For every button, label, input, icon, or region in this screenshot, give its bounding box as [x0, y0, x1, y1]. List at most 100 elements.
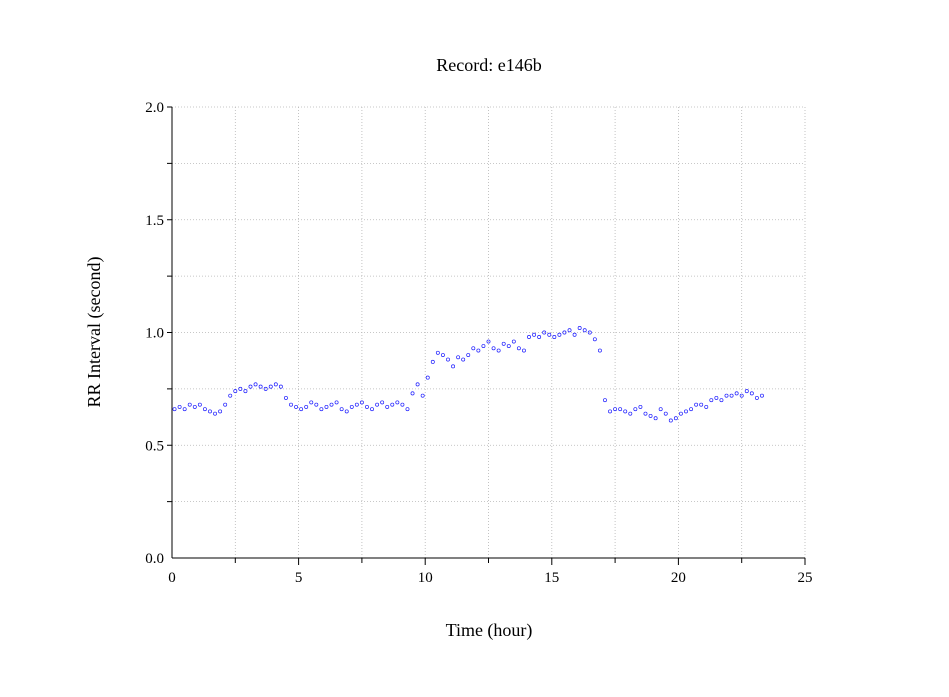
data-point [643, 411, 648, 416]
data-point [218, 409, 223, 414]
tick-labels: 0 5 10 15 20 25 0.0 0.5 1.0 1.5 2.0 [145, 100, 812, 586]
data-point [283, 395, 288, 400]
data-point [435, 350, 440, 355]
data-point [446, 357, 450, 362]
data-point [516, 346, 521, 351]
data-point [567, 328, 572, 333]
data-point [208, 409, 212, 414]
data-point [187, 402, 192, 407]
data-point [289, 402, 293, 407]
data-point [501, 341, 506, 346]
data-point [663, 411, 668, 416]
data-point [420, 393, 425, 398]
data-point [253, 382, 258, 387]
x-tick-label: 25 [798, 570, 813, 586]
data-point [263, 386, 268, 391]
data-point [623, 409, 628, 414]
y-tick-label: 1.0 [145, 326, 164, 342]
data-point [192, 404, 197, 409]
data-point [633, 407, 638, 412]
data-point [648, 413, 653, 418]
data-point [699, 402, 704, 407]
x-tick-label: 20 [671, 570, 686, 586]
data-point [354, 402, 359, 407]
data-point [456, 355, 461, 360]
y-tick-label: 0.0 [145, 551, 164, 567]
y-axis-label: RR Interval (second) [84, 257, 105, 408]
data-point [415, 382, 420, 387]
data-point [597, 348, 602, 353]
data-point [496, 348, 501, 353]
data-point [481, 344, 486, 348]
data-point [223, 402, 228, 407]
data-point [451, 364, 456, 369]
data-point [304, 404, 309, 409]
data-point [689, 407, 694, 412]
data-point [582, 328, 587, 333]
data-point [744, 389, 749, 394]
data-point [370, 407, 374, 412]
data-point [233, 389, 238, 394]
data-point [704, 404, 709, 409]
data-point [177, 404, 182, 409]
y-tick-label: 2.0 [145, 100, 164, 116]
data-point [440, 353, 445, 357]
data-point [577, 326, 582, 330]
data-point [521, 348, 526, 353]
data-point [213, 411, 217, 416]
data-point [613, 407, 618, 412]
data-point [202, 407, 207, 412]
data-point [294, 404, 299, 409]
data-point [608, 409, 612, 414]
x-tick-label: 15 [544, 570, 559, 586]
chart-title: Record: e146b [436, 55, 541, 75]
y-tick-label: 0.5 [145, 438, 164, 454]
data-point [238, 386, 243, 391]
data-point [390, 402, 395, 407]
data-point [694, 402, 699, 407]
data-point [653, 416, 658, 421]
data-point [658, 407, 663, 412]
data-point [476, 348, 481, 353]
data-point [668, 418, 673, 423]
data-point [334, 400, 339, 405]
x-axis-label: Time (hour) [446, 620, 533, 641]
data-point [430, 359, 435, 364]
data-point [542, 330, 547, 335]
data-point [410, 391, 415, 396]
data-point [319, 407, 324, 412]
data-point [395, 400, 400, 405]
data-point [182, 407, 187, 412]
data-point [405, 407, 410, 412]
data-point [506, 344, 511, 348]
data-point [511, 339, 516, 344]
data-point [739, 393, 744, 398]
y-tick-label: 1.5 [145, 213, 164, 229]
data-point [749, 391, 754, 396]
data-point [278, 384, 283, 389]
data-point [385, 404, 390, 409]
data-point [719, 398, 724, 403]
x-tick-label: 0 [168, 570, 176, 586]
data-point [537, 335, 542, 339]
data-point [380, 400, 385, 405]
data-point [527, 335, 531, 339]
data-point [557, 332, 562, 337]
data-point [491, 346, 496, 351]
axes [167, 106, 806, 565]
data-point [466, 353, 471, 357]
data-points [172, 326, 764, 423]
data-point [638, 404, 643, 409]
data-point [618, 407, 623, 412]
data-point [486, 339, 491, 344]
data-point [243, 389, 248, 394]
grid [172, 106, 806, 558]
data-point [754, 395, 759, 400]
data-point [172, 407, 177, 412]
data-point [587, 330, 592, 335]
data-point [309, 400, 314, 405]
data-point [228, 393, 233, 398]
data-point [628, 411, 633, 416]
data-point [400, 402, 405, 407]
